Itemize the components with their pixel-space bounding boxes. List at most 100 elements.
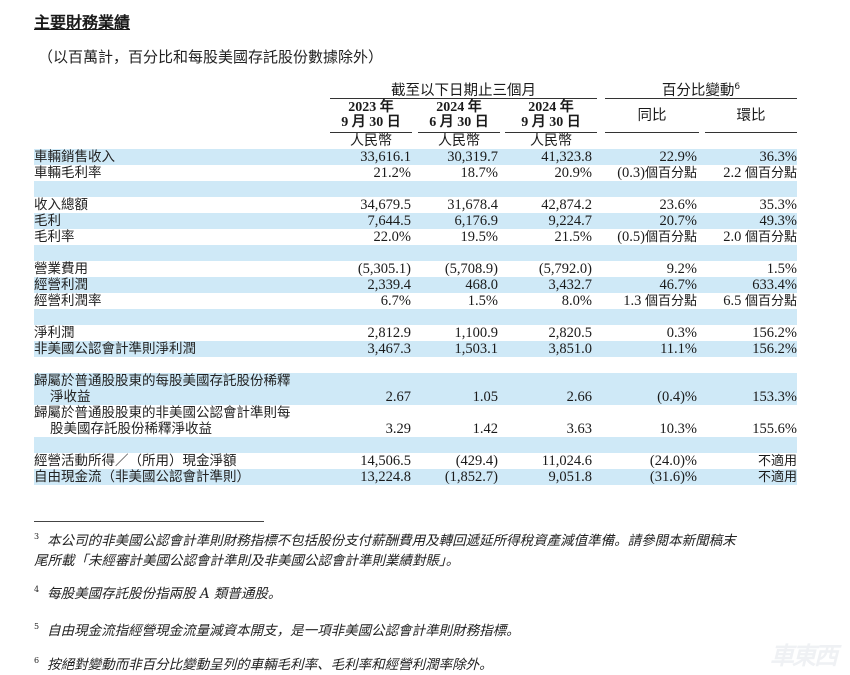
table-row: 營業費用 (5,305.1) (5,708.9) (5,792.0) 9.2% 1.5% xyxy=(34,261,797,277)
value-qoq: 633.4% xyxy=(752,277,797,293)
value-qoq: 35.3% xyxy=(759,197,797,213)
watermark-logo: 車東西 xyxy=(770,642,838,670)
col-date: 9 月 30 日 xyxy=(521,115,581,130)
row-label-text: 經營活動所得／（所用）現金淨額 xyxy=(34,453,237,469)
value-q3-2024: 3,432.7 xyxy=(548,277,593,293)
value-qoq: 不適用 xyxy=(757,454,797,469)
row-label-text: 自由現金流（非美國公認會計準則） xyxy=(34,469,250,485)
change-group-label: 百分比變動 xyxy=(661,83,735,99)
col-year: 2024 年 xyxy=(528,100,574,115)
value-yoy: 11.1% xyxy=(660,341,697,357)
spacer-row xyxy=(34,437,797,453)
value-q3-2023: 6.7% xyxy=(380,293,411,309)
spacer-row xyxy=(34,309,797,325)
footnote-text: 自由現金流指經營現金流量減資本開支，是一項非美國公認會計準則財務指標。 xyxy=(47,623,520,639)
value-q2-2024: (5,708.9) xyxy=(444,261,498,277)
row-label-text: 淨收益 xyxy=(50,389,91,405)
value-yoy: 9.2% xyxy=(666,261,697,277)
table-row: 毛利 7,644.5 6,176.9 9,224.7 20.7% 49.3% xyxy=(34,213,797,229)
row-label-text: 車輛銷售收入 xyxy=(34,149,115,165)
value-q2-2024: 1.42 xyxy=(472,421,498,437)
value-q3-2023: 7,644.5 xyxy=(367,213,412,229)
value-q3-2024: 9,224.7 xyxy=(548,213,593,229)
spacer-row xyxy=(34,357,797,373)
value-q3-2023: 34,679.5 xyxy=(360,197,411,213)
value-q2-2024: 1.05 xyxy=(472,389,498,405)
currency-label: 人民幣 xyxy=(438,133,480,149)
row-label: 營業費用 xyxy=(34,261,88,277)
value-q3-2024: 21.5% xyxy=(554,229,592,245)
value-yoy: 20.7% xyxy=(659,213,697,229)
value-q3-2023: 33,616.1 xyxy=(360,149,411,165)
value-q3-2024: 3,851.0 xyxy=(548,341,593,357)
row-label: 毛利率 xyxy=(34,229,75,245)
value-yoy: 46.7% xyxy=(659,277,697,293)
value-qoq: 2.2 個百分點 xyxy=(723,165,797,181)
value-q3-2023: 2,339.4 xyxy=(367,277,412,293)
value-q3-2024: 3.63 xyxy=(566,421,592,437)
value-q3-2023: 14,506.5 xyxy=(360,453,411,469)
row-label-text: 歸屬於普通股股東的每股美國存託股份稀釋 xyxy=(34,373,291,389)
col-header-q3-2023: 2023 年 9 月 30 日 xyxy=(330,100,412,133)
row-label: 自由現金流（非美國公認會計準則） xyxy=(34,469,250,485)
col-year: 2023 年 xyxy=(348,100,394,115)
value-qoq: 6.5 個百分點 xyxy=(723,293,797,309)
col-header-qoq: 環比 xyxy=(705,100,797,133)
value-q3-2024: 9,051.8 xyxy=(548,469,593,485)
spacer-row xyxy=(34,181,797,197)
row-label: 經營利潤率 xyxy=(34,293,102,309)
change-group-header: 百分比變動6 xyxy=(605,79,797,99)
row-label: 車輛銷售收入 xyxy=(34,149,115,165)
value-yoy: 23.6% xyxy=(659,197,697,213)
col-header-q3-2024: 2024 年 9 月 30 日 xyxy=(505,100,597,133)
col-year: 2024 年 xyxy=(436,100,482,115)
units-note: （以百萬計，百分比和每股美國存託股份數據除外） xyxy=(38,48,384,66)
value-q2-2024: 6,176.9 xyxy=(454,213,499,229)
footnote-number: 5 xyxy=(34,622,40,631)
table-row: 毛利率 22.0% 19.5% 21.5% (0.5)個百分點 2.0 個百分點 xyxy=(34,229,797,245)
value-q3-2024: 2,820.5 xyxy=(548,325,593,341)
value-q2-2024: 1,503.1 xyxy=(454,341,499,357)
value-q3-2024: 42,874.2 xyxy=(541,197,592,213)
table-row: 經營利潤 2,339.4 468.0 3,432.7 46.7% 633.4% xyxy=(34,277,797,293)
col-header-yoy: 同比 xyxy=(605,100,699,133)
value-q3-2023: 3,467.3 xyxy=(367,341,412,357)
value-q3-2023: 2.67 xyxy=(385,389,411,405)
row-label-text: 歸屬於普通股股東的非美國公認會計準則每 xyxy=(34,405,291,421)
table-row: 歸屬於普通股股東的每股美國存託股份稀釋 淨收益 2.67 1.05 2.66 (0.4)%… xyxy=(34,373,797,405)
table-row: 非美國公認會計準則淨利潤 3,467.3 1,503.1 3,851.0 11.1% 15… xyxy=(34,341,797,357)
footnote-number: 4 xyxy=(34,585,40,594)
value-q2-2024: 30,319.7 xyxy=(447,149,498,165)
row-label: 非美國公認會計準則淨利潤 xyxy=(34,341,196,357)
row-label-text: 經營利潤 xyxy=(34,277,88,293)
value-qoq: 1.5% xyxy=(766,261,797,277)
footnote-text: 本公司的非美國公認會計準則財務指標不包括股份支付薪酬費用及轉回遞延所得稅資產減值… xyxy=(47,533,736,549)
footnote-number: 3 xyxy=(34,532,40,541)
col-date: 9 月 30 日 xyxy=(341,115,401,130)
value-q3-2024: 2.66 xyxy=(566,389,592,405)
value-qoq: 2.0 個百分點 xyxy=(723,229,797,245)
row-label-text: 毛利率 xyxy=(34,229,75,245)
value-q2-2024: 31,678.4 xyxy=(447,197,498,213)
footnote-divider xyxy=(34,521,264,522)
value-yoy: 22.9% xyxy=(659,149,697,165)
value-q2-2024: 1,100.9 xyxy=(454,325,499,341)
value-q3-2023: 22.0% xyxy=(373,229,411,245)
value-q2-2024: (1,852.7) xyxy=(444,469,498,485)
row-label-text: 車輛毛利率 xyxy=(34,165,102,181)
value-qoq: 49.3% xyxy=(759,213,797,229)
value-qoq: 155.6% xyxy=(752,421,797,437)
col-date: 6 月 30 日 xyxy=(429,115,489,130)
value-yoy: 10.3% xyxy=(659,421,697,437)
row-label: 歸屬於普通股股東的非美國公認會計準則每 股美國存託股份稀釋淨收益 xyxy=(34,405,291,437)
row-label-text: 淨利潤 xyxy=(34,325,75,341)
value-q3-2024: 20.9% xyxy=(554,165,592,181)
value-yoy: (0.4)% xyxy=(657,389,697,405)
value-q2-2024: 1.5% xyxy=(467,293,498,309)
col-header-q2-2024: 2024 年 6 月 30 日 xyxy=(418,100,500,133)
value-q2-2024: (429.4) xyxy=(455,453,498,469)
row-label: 收入總額 xyxy=(34,197,88,213)
value-q2-2024: 18.7% xyxy=(460,165,498,181)
value-q3-2024: 8.0% xyxy=(561,293,592,309)
currency-label: 人民幣 xyxy=(530,133,572,149)
